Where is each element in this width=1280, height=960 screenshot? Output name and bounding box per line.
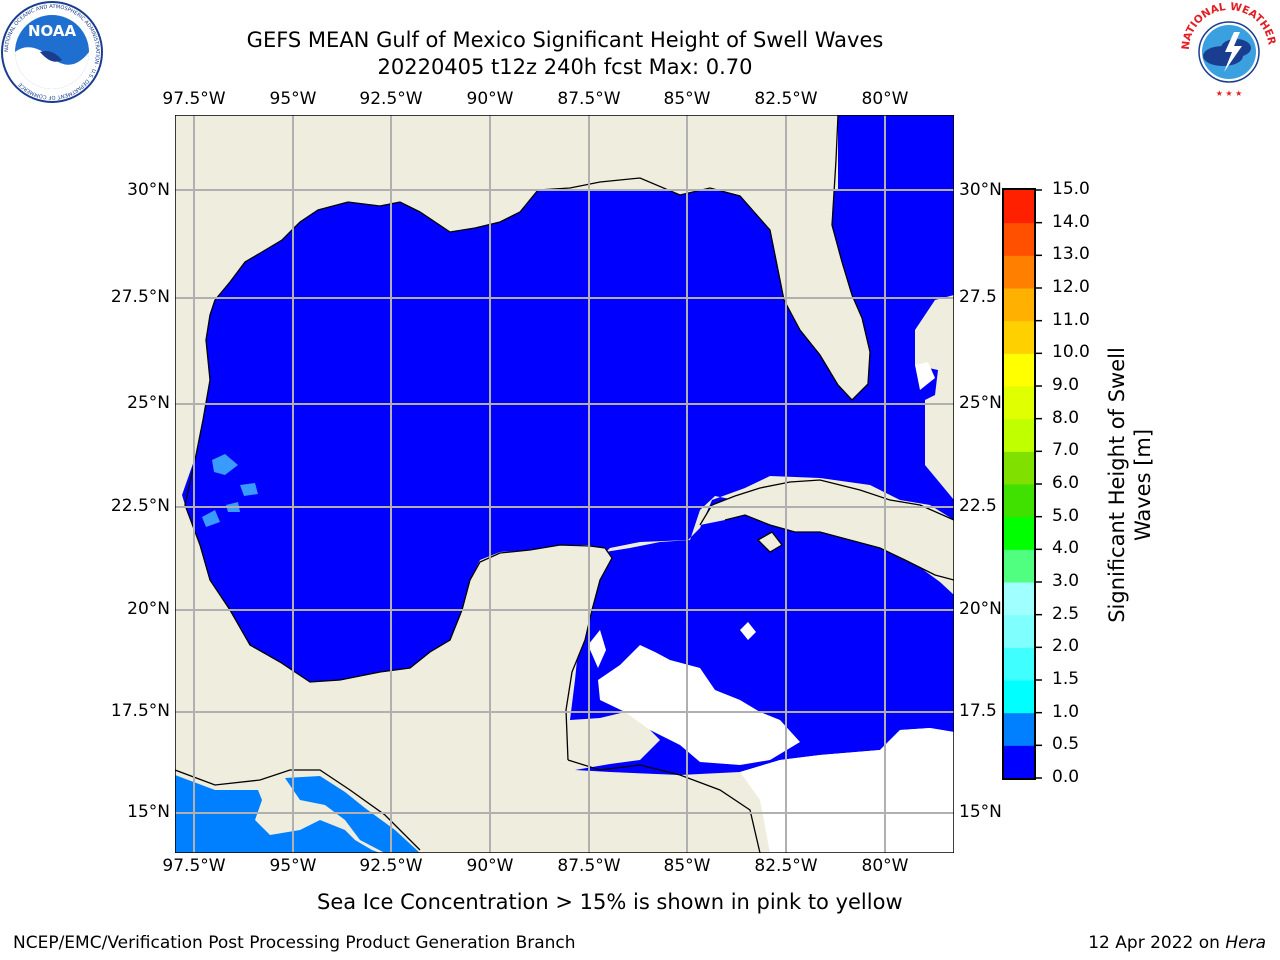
nodata-bahamas bbox=[915, 362, 935, 390]
colorbar-tick-label: 10.0 bbox=[1052, 342, 1090, 363]
swell-light-pacific bbox=[175, 775, 380, 853]
colorbar-swatch bbox=[1004, 549, 1035, 583]
colorbar-tick-label: 11.0 bbox=[1052, 309, 1090, 330]
swell-light-3 bbox=[202, 510, 220, 527]
colorbar-swatch bbox=[1004, 353, 1035, 387]
lat-tick-left: 20°N bbox=[127, 599, 170, 619]
footer-credit: NCEP/EMC/Verification Post Processing Pr… bbox=[13, 933, 576, 953]
colorbar-tick-label: 2.5 bbox=[1052, 603, 1080, 624]
colorbar-tick-label: 1.0 bbox=[1052, 701, 1080, 722]
colorbar-swatch bbox=[1004, 712, 1035, 746]
colorbar-swatch bbox=[1004, 680, 1035, 714]
nodata-belize bbox=[588, 630, 606, 668]
colorbar-tick-label: 12.0 bbox=[1052, 277, 1090, 297]
footer-host: Hera bbox=[1225, 933, 1266, 953]
colorbar-tick-label: 0.5 bbox=[1052, 734, 1080, 755]
lon-tick-bottom: 82.5°W bbox=[754, 856, 818, 876]
colorbar-tick-label: 15.0 bbox=[1052, 179, 1090, 199]
lat-tick-left: 22.5°N bbox=[110, 496, 170, 516]
gulf-map bbox=[175, 115, 954, 853]
lon-tick-top: 92.5°W bbox=[359, 89, 423, 109]
swell-light-pacific-2 bbox=[285, 776, 420, 853]
lon-tick-top: 80°W bbox=[861, 89, 909, 109]
chart-title: GEFS MEAN Gulf of Mexico Significant Hei… bbox=[246, 28, 884, 52]
colorbar-tick-label: 1.5 bbox=[1052, 669, 1080, 689]
colorbar-title-line2: Waves [m] bbox=[1131, 428, 1155, 542]
footer-date: 12 Apr 2022 on Hera bbox=[1088, 933, 1266, 953]
lon-tick-top: 97.5°W bbox=[162, 89, 226, 109]
colorbar-tick-label: 0.0 bbox=[1052, 767, 1080, 787]
sea-ice-caption: Sea Ice Concentration > 15% is shown in … bbox=[317, 890, 903, 914]
colorbar-swatch bbox=[1004, 190, 1035, 224]
colorbar-swatch bbox=[1004, 386, 1035, 420]
swell-light-2 bbox=[240, 483, 258, 496]
yucatan-land bbox=[175, 545, 612, 853]
nodata-honduras bbox=[598, 645, 800, 765]
colorbar-swatch bbox=[1004, 745, 1035, 779]
noaa-logo: NATIONAL OCEANIC AND ATMOSPHERIC ADMINIS… bbox=[1, 1, 103, 103]
swell-light-1 bbox=[212, 454, 238, 475]
colorbar-title-line1: Significant Height of Swell bbox=[1105, 347, 1129, 623]
colorbar-swatch bbox=[1004, 288, 1035, 322]
coastlines bbox=[175, 115, 954, 853]
nws-stars-icon: ★ ★ ★ bbox=[1216, 89, 1243, 98]
lat-tick-left: 15°N bbox=[127, 802, 170, 822]
gridlines bbox=[175, 115, 954, 853]
noaa-logo-text: NOAA bbox=[28, 22, 77, 40]
lon-tick-bottom: 87.5°W bbox=[557, 856, 621, 876]
lat-tick-right: 15°N bbox=[959, 802, 1002, 822]
nws-logo: NATIONAL WEATHER SERVICE ★ ★ ★ bbox=[1178, 0, 1278, 98]
colorbar-swatch bbox=[1004, 255, 1035, 289]
lon-tick-bottom: 80°W bbox=[861, 856, 909, 876]
colorbar-tick-label: 6.0 bbox=[1052, 473, 1080, 493]
lat-tick-left: 27.5°N bbox=[110, 287, 170, 307]
footer-date-text: 12 Apr 2022 on bbox=[1088, 933, 1226, 953]
colorbar-swatch bbox=[1004, 516, 1035, 550]
lat-tick-left: 25°N bbox=[127, 393, 170, 413]
colorbar-tick-label: 8.0 bbox=[1052, 407, 1080, 428]
colorbar-swatch bbox=[1004, 451, 1035, 485]
colorbar-swatch bbox=[1004, 484, 1035, 518]
lat-tick-left: 17.5°N bbox=[110, 701, 170, 721]
lat-tick-right: 17.5 bbox=[959, 701, 997, 721]
north-land-strip bbox=[175, 115, 838, 190]
lat-tick-right: 22.5 bbox=[959, 496, 997, 516]
lon-tick-bottom: 92.5°W bbox=[359, 856, 423, 876]
lon-tick-bottom: 90°W bbox=[466, 856, 514, 876]
colorbar-swatch bbox=[1004, 320, 1035, 354]
lon-tick-top: 90°W bbox=[466, 89, 514, 109]
colorbar-tick-label: 9.0 bbox=[1052, 375, 1080, 395]
colorbar-tick-label: 4.0 bbox=[1052, 538, 1080, 559]
colorbar bbox=[1002, 188, 1042, 780]
colorbar-tick-label: 2.0 bbox=[1052, 636, 1080, 657]
cuba-land bbox=[700, 480, 954, 580]
lat-tick-right: 30°N bbox=[959, 180, 1002, 200]
lat-tick-left: 30°N bbox=[127, 180, 170, 200]
colorbar-swatches bbox=[1004, 190, 1035, 779]
lat-tick-right: 25°N bbox=[959, 393, 1002, 413]
colorbar-tick-label: 3.0 bbox=[1052, 571, 1080, 591]
lat-tick-right: 27.5 bbox=[959, 287, 997, 307]
lon-tick-bottom: 97.5°W bbox=[162, 856, 226, 876]
colorbar-swatch bbox=[1004, 222, 1035, 256]
colorbar-tick-label: 5.0 bbox=[1052, 505, 1080, 526]
nodata-caribbean bbox=[740, 728, 954, 853]
colorbar-swatch bbox=[1004, 647, 1035, 681]
colorbar-swatch bbox=[1004, 418, 1035, 452]
nodata-cayman bbox=[740, 622, 756, 640]
lat-tick-right: 20°N bbox=[959, 599, 1002, 619]
lon-tick-top: 87.5°W bbox=[557, 89, 621, 109]
colorbar-tick-label: 7.0 bbox=[1052, 440, 1080, 461]
chart-subtitle: 20220405 t12z 240h fcst Max: 0.70 bbox=[377, 55, 753, 79]
lon-tick-top: 85°W bbox=[663, 89, 711, 109]
lon-tick-top: 82.5°W bbox=[754, 89, 818, 109]
colorbar-title: Significant Height of Swell Waves [m] bbox=[1104, 347, 1156, 623]
colorbar-swatch bbox=[1004, 582, 1035, 616]
colorbar-tick-label: 13.0 bbox=[1052, 244, 1090, 265]
colorbar-tick-label: 14.0 bbox=[1052, 211, 1090, 232]
lon-tick-bottom: 95°W bbox=[269, 856, 317, 876]
lon-tick-bottom: 85°W bbox=[663, 856, 711, 876]
colorbar-swatch bbox=[1004, 614, 1035, 648]
lon-tick-top: 95°W bbox=[269, 89, 317, 109]
